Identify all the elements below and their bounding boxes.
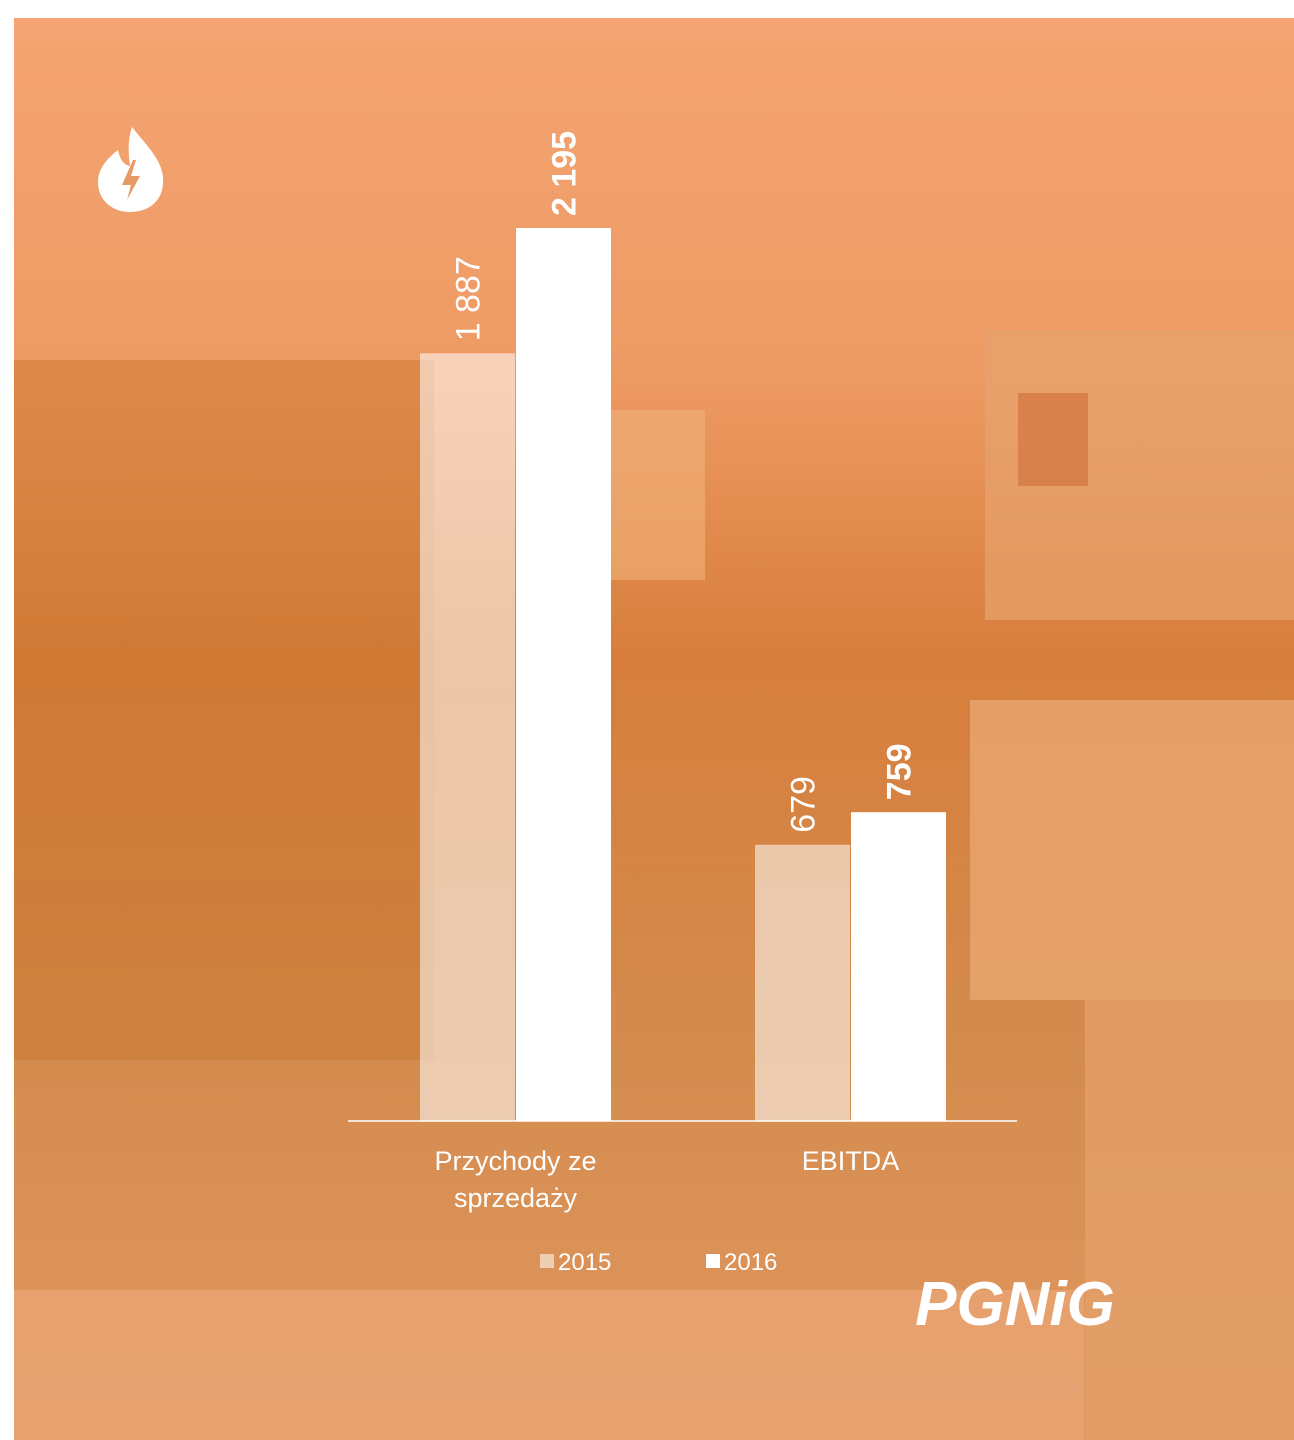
value-label: 679 (785, 776, 823, 833)
legend-swatch (706, 1254, 720, 1268)
roof (14, 1290, 1084, 1440)
legend-label: 2015 (558, 1249, 611, 1276)
building (1085, 1000, 1294, 1440)
value-label: 1 887 (450, 256, 488, 341)
building (610, 410, 705, 580)
value-label: 2 195 (546, 131, 584, 216)
bar (851, 812, 946, 1121)
logo: PGNiG (915, 1270, 1115, 1339)
bar (755, 844, 850, 1121)
bolt-icon (122, 160, 140, 200)
trees (14, 360, 434, 1060)
category-label-line: Przychody ze (434, 1146, 596, 1176)
sign (1018, 393, 1088, 486)
bar (516, 228, 611, 1121)
bar (420, 353, 515, 1121)
legend-label: 2016 (724, 1249, 777, 1276)
category-label: EBITDA (802, 1146, 900, 1176)
value-label: 759 (881, 743, 919, 800)
legend-swatch (540, 1254, 554, 1268)
building (970, 700, 1294, 1000)
category-label-line: sprzedaży (454, 1183, 578, 1213)
category-label: Przychody ze sprzedaży (434, 1146, 596, 1213)
